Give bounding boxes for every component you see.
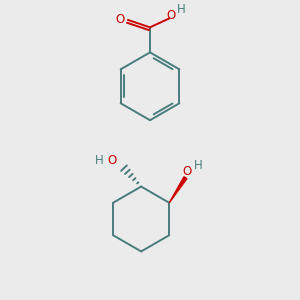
Text: O: O <box>115 13 124 26</box>
Text: H: H <box>194 159 203 172</box>
Text: O: O <box>166 9 175 22</box>
Text: O: O <box>182 165 192 178</box>
Polygon shape <box>169 177 187 203</box>
Text: O: O <box>108 154 117 167</box>
Text: H: H <box>95 154 104 167</box>
Text: H: H <box>177 2 186 16</box>
